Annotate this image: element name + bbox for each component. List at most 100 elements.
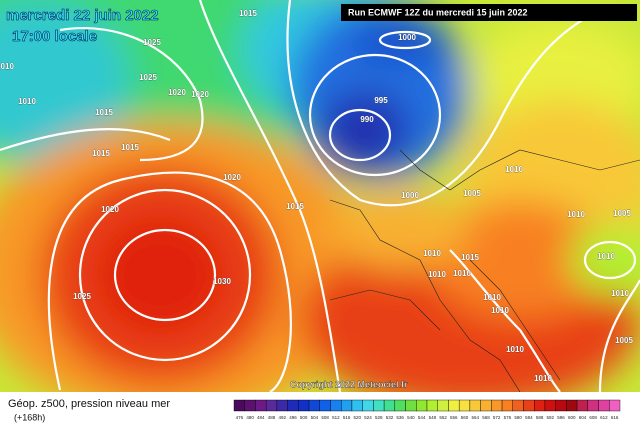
legend-label: 544 [418,415,426,420]
legend-label: 592 [547,415,555,420]
isobar-label: 1010 [505,165,523,174]
legend-label: 584 [525,415,533,420]
legend-swatch [555,399,567,412]
legend-swatch [480,399,492,412]
isobar-label: 1010 [428,270,446,279]
isobar-label: 1000 [401,191,419,200]
isobar-label: 1010 [18,97,36,106]
legend-label: 604 [579,415,587,420]
legend-label: 504 [311,415,319,420]
legend-label: 612 [600,415,608,420]
isobar-label: 1005 [463,189,481,198]
isobar-label: 1010 [453,269,471,278]
legend-swatch [598,399,610,412]
isobar-label: 990 [360,115,374,124]
legend-swatch [491,399,503,412]
legend-swatch [276,399,288,412]
map-time: 17:00 locale [12,28,97,45]
legend-label: 488 [268,415,276,420]
legend-swatch [448,399,460,412]
legend-swatch [255,399,267,412]
run-label: Run ECMWF 12Z du mercredi 15 juin 2022 [348,7,528,17]
legend-swatch [265,399,278,412]
legend-label: 540 [407,415,415,420]
legend-swatch [534,399,546,412]
legend-label: 576 [504,415,512,420]
legend-label: 508 [321,415,329,420]
legend-label: 492 [278,415,286,420]
legend-label: 556 [450,415,458,420]
legend-label: 484 [257,415,265,420]
isobar-label: 1015 [286,202,304,211]
isobar-label: 1015 [92,149,110,158]
legend-label: 552 [439,415,447,420]
legend-swatch [426,399,438,412]
legend-label: 480 [246,415,254,420]
legend-swatch [362,399,374,412]
legend-swatch [469,399,481,412]
legend-label: 536 [396,415,404,420]
isobar-label: 1010 [611,289,629,298]
legend-swatch [233,399,245,412]
legend-label: 600 [568,415,576,420]
legend-swatch [341,399,353,412]
isobars [0,0,640,392]
legend-swatch [308,399,320,412]
legend-swatch [416,399,428,412]
legend-label: 528 [375,415,383,420]
legend-swatch [566,399,578,412]
legend-swatch [437,399,449,412]
isobar-label: 1010 [423,249,441,258]
legend-label: 500 [300,415,308,420]
legend-swatch [544,399,556,412]
legend-label: 568 [482,415,490,420]
isobar-label: 1010 [483,293,501,302]
isobar-label: 1005 [615,336,633,345]
legend-label: 496 [289,415,297,420]
coastlines [329,149,640,392]
legend-swatch [458,399,471,412]
legend-swatch [351,399,363,412]
isobar-label: 1020 [101,205,119,214]
legend-swatch [405,399,417,412]
legend-label: 588 [536,415,544,420]
legend-swatch [244,399,256,412]
legend-label: 516 [343,415,351,420]
isobar-label: 1010 [597,252,615,261]
isobar-label: 1000 [398,33,416,42]
legend-label: 548 [429,415,437,420]
map-title: mercredi 22 juin 2022 [6,7,159,24]
isobar-label: 1010 [0,62,14,71]
legend-swatch [501,399,513,412]
legend-swatch [394,399,406,412]
legend-label: 608 [589,415,597,420]
footer-title: Géop. z500, pression niveau mer [8,398,170,410]
isobar-label: 1020 [168,88,186,97]
isobar-label: 1020 [223,173,241,182]
isobar-label: 1030 [213,277,231,286]
isobar-label: 1025 [73,292,91,301]
isobar-label: 1015 [461,253,479,262]
isobar-label: 1015 [239,9,257,18]
legend-swatch [383,399,396,412]
legend-swatch [319,399,331,412]
legend-label: 580 [514,415,522,420]
isobar-label: 1025 [143,38,161,47]
isobar-label: 1010 [567,210,585,219]
footer-lead: (+168h) [14,412,45,422]
legend-label: 476 [236,415,244,420]
isobar-label: 1025 [139,73,157,82]
legend-label: 520 [354,415,362,420]
legend-label: 564 [471,415,479,420]
legend-label: 572 [493,415,501,420]
legend-label: 532 [386,415,394,420]
isobar-label: 1010 [534,374,552,383]
isobar-label: 1015 [95,108,113,117]
isobar-label: 995 [374,96,388,105]
isobar-label: 1005 [613,209,631,218]
isobar-label: 1010 [506,345,524,354]
isobar-label: 1015 [121,143,139,152]
isobar-label: 1020 [191,90,209,99]
